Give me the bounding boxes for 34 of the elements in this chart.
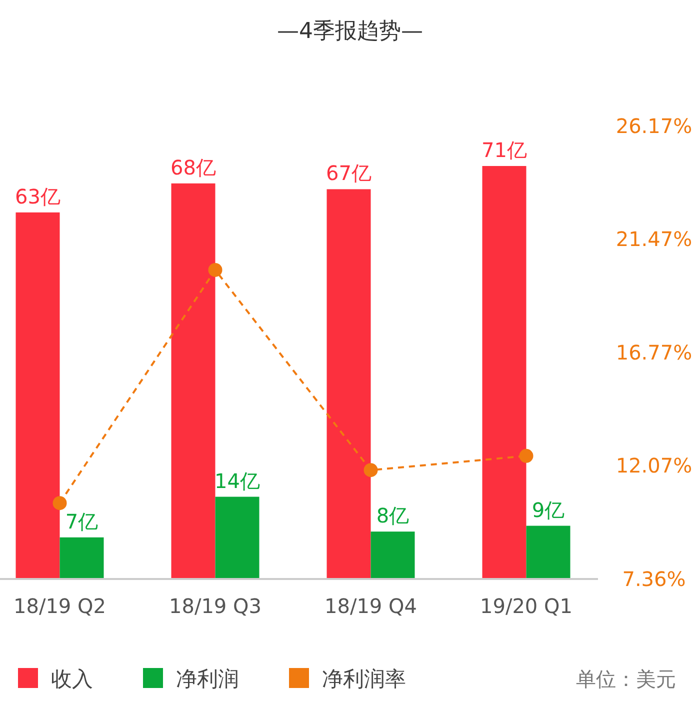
bar [526, 526, 570, 578]
data-label: 8亿 [376, 504, 410, 528]
data-label: 67亿 [326, 161, 372, 186]
data-label: 7亿 [65, 509, 98, 534]
bar [215, 496, 260, 578]
y2-tick-label: 12.07% [616, 454, 692, 478]
legend-label: 净利润率 [322, 667, 406, 691]
y2-tick-label: 7.36% [622, 567, 686, 591]
data-label: 71亿 [482, 138, 527, 162]
data-label: 63亿 [15, 184, 60, 208]
bar [60, 537, 104, 578]
legend-label: 收入 [51, 667, 93, 691]
x-tick-label: 18/19 Q2 [14, 594, 106, 618]
chart-title: —4季报趋势— [277, 19, 423, 44]
point [208, 262, 222, 277]
point [52, 496, 67, 510]
text: 单位：美元 [576, 667, 676, 691]
bar [16, 212, 60, 578]
point [519, 448, 534, 463]
data-label: 68亿 [170, 155, 216, 180]
legend-label: 净利润 [176, 667, 239, 691]
bar [326, 189, 371, 578]
y2-tick-label: 21.47% [616, 227, 692, 252]
x-tick-label: 18/19 Q4 [324, 594, 417, 618]
x-tick-label: 18/19 Q3 [169, 594, 262, 618]
bar [171, 183, 216, 578]
point [364, 463, 378, 478]
bar [370, 532, 415, 578]
y2-tick-label: 16.77% [616, 340, 692, 364]
x-tick-label: 19/20 Q1 [480, 594, 572, 618]
data-label: 9亿 [532, 498, 565, 522]
bar [482, 166, 526, 578]
y2-tick-label: 26.17% [616, 114, 692, 138]
data-label: 14亿 [214, 468, 260, 493]
